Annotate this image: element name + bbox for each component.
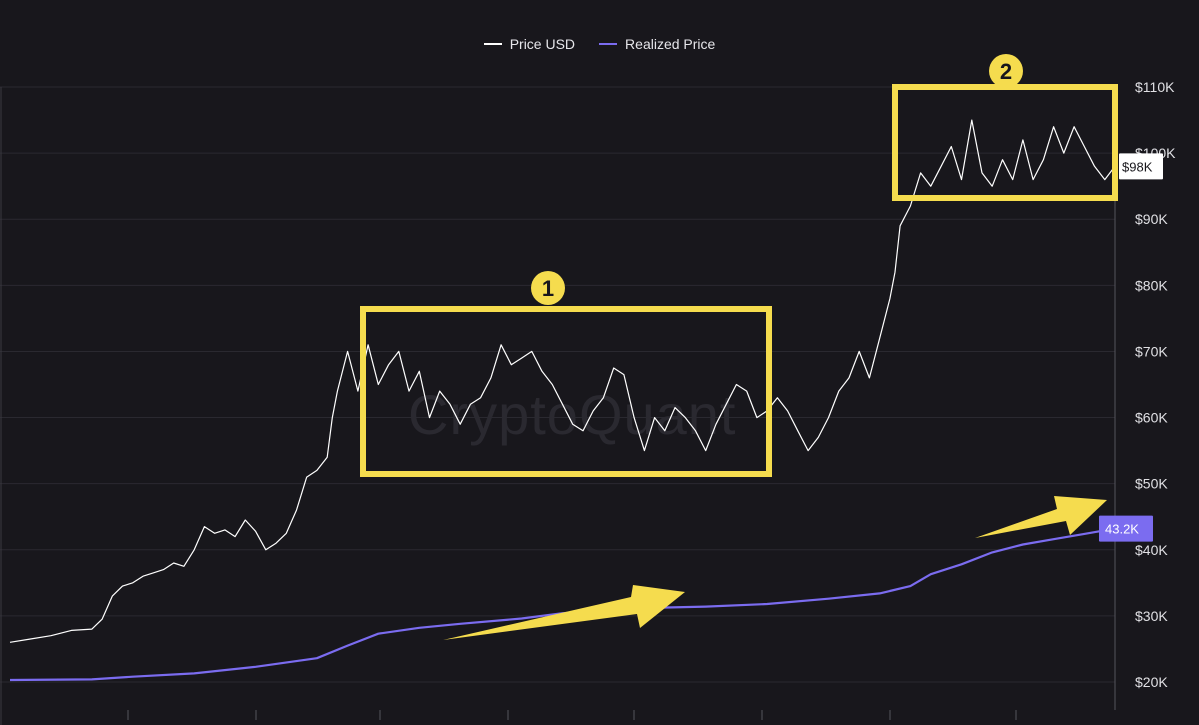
y-tick-label-7: $40K	[1135, 542, 1168, 558]
legend-label-price: Price USD	[509, 36, 576, 52]
y-tick-label-0: $110K	[1135, 79, 1175, 95]
y-tick-label-8: $30K	[1135, 608, 1168, 624]
annotation-arrow-2	[975, 496, 1107, 538]
y-tick-label-9: $20K	[1135, 674, 1168, 690]
y-tick-label-6: $50K	[1135, 476, 1168, 492]
realized-last-badge	[1099, 515, 1153, 542]
legend-label-realized: Realized Price	[625, 36, 716, 52]
legend-swatch-price	[483, 43, 502, 45]
realized-last-badge-text: 43.2K	[1105, 522, 1139, 537]
price-last-badge	[1119, 153, 1163, 180]
y-tick-label-5: $60K	[1135, 410, 1168, 426]
y-tick-label-2: $90K	[1135, 211, 1168, 227]
legend-swatch-realized	[599, 43, 618, 45]
y-tick-label-3: $80K	[1135, 277, 1168, 293]
annotation-marker-2	[989, 54, 1023, 88]
annotation-box-1	[360, 306, 772, 477]
series-line-realized-price	[9, 527, 1116, 682]
legend-entry-price-usd[interactable]: Price USD	[483, 36, 576, 52]
annotation-marker-1	[531, 271, 565, 305]
annotation-number-1: 1	[542, 276, 554, 301]
series-line-price-usd	[9, 119, 1116, 643]
annotation-number-2: 2	[1000, 59, 1012, 84]
price-last-badge-text: $98K	[1122, 159, 1153, 174]
chart-legend: Price USD Realized Price	[0, 36, 1199, 52]
legend-entry-realized-price[interactable]: Realized Price	[599, 36, 715, 52]
annotation-arrow-1	[443, 585, 685, 640]
y-tick-label-4: $70K	[1135, 343, 1168, 359]
